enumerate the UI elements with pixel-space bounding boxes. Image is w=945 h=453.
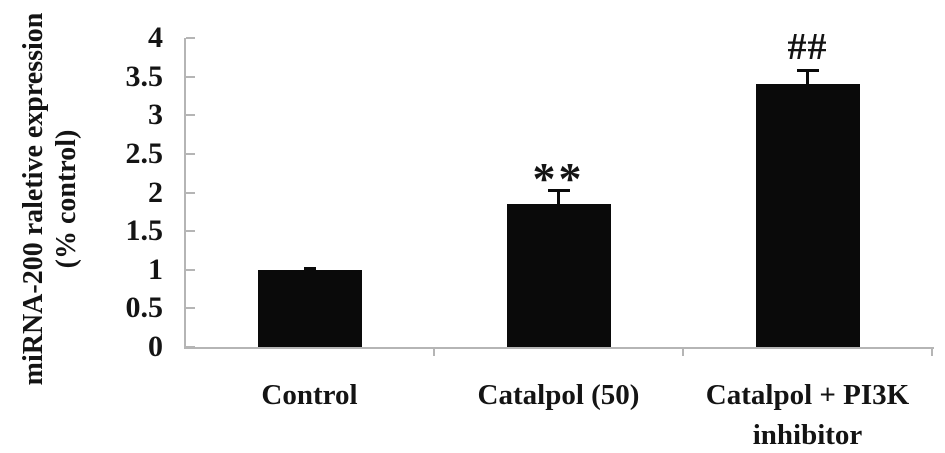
- x-category-label: Catalpol + PI3K inhibitor: [705, 379, 910, 451]
- y-tick-mark: [186, 152, 195, 155]
- y-tick-label: 0: [148, 330, 163, 363]
- x-tick-mark: [682, 349, 684, 356]
- bar: [755, 84, 860, 347]
- error-bar-cap: [796, 68, 819, 72]
- y-axis-line: [184, 38, 186, 348]
- error-bar-line: [557, 188, 560, 207]
- error-bar-cap: [547, 188, 570, 192]
- y-tick-mark: [186, 307, 195, 310]
- y-tick-label: 0.5: [125, 291, 164, 325]
- y-tick-mark: [186, 114, 195, 117]
- y-tick-label: 1.5: [125, 214, 164, 248]
- y-tick-mark: [186, 37, 195, 39]
- y-tick-label: 4: [148, 21, 163, 54]
- significance-label: ##: [787, 25, 828, 68]
- y-tick-label: 2: [148, 175, 163, 209]
- x-axis-line: [184, 347, 934, 349]
- x-category-label: Control: [261, 379, 358, 411]
- y-tick-label: 3: [148, 98, 163, 132]
- y-tick-mark: [186, 191, 195, 194]
- x-category-label: Catalpol (50): [477, 379, 640, 411]
- y-tick-mark: [186, 268, 195, 271]
- significance-label: **: [532, 152, 585, 204]
- y-tick-label: 2.5: [125, 136, 164, 170]
- error-bar-cap: [303, 267, 316, 271]
- y-tick-mark: [186, 75, 195, 78]
- x-tick-mark: [433, 349, 435, 356]
- y-tick-label: 1: [148, 252, 163, 286]
- error-bar-line: [806, 68, 809, 87]
- y-tick-label: 3.5: [125, 59, 164, 93]
- x-tick-mark: [931, 349, 933, 356]
- y-tick-mark: [186, 346, 195, 348]
- bar: [506, 204, 611, 347]
- y-tick-mark: [186, 230, 195, 233]
- bar: [257, 269, 362, 347]
